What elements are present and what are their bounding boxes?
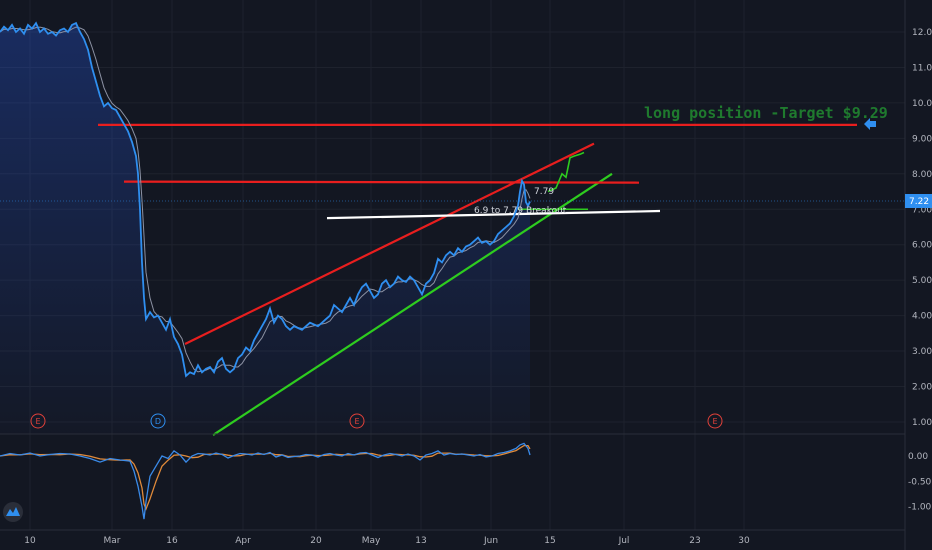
oscillator-tick: -0.50 bbox=[908, 477, 932, 487]
moving-average-line bbox=[0, 26, 531, 373]
level-label: 7.79 bbox=[534, 187, 554, 197]
price-line bbox=[0, 21, 531, 378]
lower-channel-green[interactable] bbox=[212, 172, 613, 436]
time-tick: Jul bbox=[618, 536, 630, 546]
oscillator-tick: 0.00 bbox=[908, 452, 928, 462]
oscillator-tick: -1.00 bbox=[908, 503, 932, 513]
oscillator-slow-line bbox=[0, 444, 531, 511]
oscillator-fast-line bbox=[0, 442, 531, 520]
price-series bbox=[0, 21, 531, 378]
earnings-marker-label: D bbox=[155, 417, 161, 426]
earnings-marker-icon[interactable] bbox=[349, 413, 365, 429]
time-tick: Jun bbox=[483, 536, 498, 546]
earnings-marker-label: E bbox=[712, 417, 717, 426]
price-tick: 8.00 bbox=[912, 170, 932, 180]
price-tick: 6.00 bbox=[912, 241, 932, 251]
price-tick: 5.00 bbox=[912, 276, 932, 286]
time-tick: 20 bbox=[310, 536, 322, 546]
current-price-badge bbox=[905, 194, 932, 208]
price-tick: 2.00 bbox=[912, 383, 932, 393]
support-white[interactable] bbox=[326, 209, 661, 220]
target-label: long position -Target $9.29 bbox=[644, 104, 888, 122]
projection-path bbox=[547, 151, 585, 193]
price-tick: 3.00 bbox=[912, 347, 932, 357]
time-tick: 10 bbox=[24, 536, 36, 546]
range-label: 6.9 to 7.79 Breakout bbox=[474, 206, 567, 216]
price-tick: 4.00 bbox=[912, 312, 932, 322]
time-tick: 30 bbox=[738, 536, 750, 546]
resistance-red[interactable] bbox=[123, 180, 640, 184]
trendlines bbox=[98, 123, 857, 436]
time-tick: Apr bbox=[235, 536, 251, 546]
price-axis[interactable]: 12.00 11.00 10.00 9.00 8.00 7.00 6.00 5.00 4.00 3… bbox=[912, 28, 932, 428]
earnings-marker-icon[interactable] bbox=[150, 413, 166, 429]
time-tick: 13 bbox=[415, 536, 426, 546]
time-tick: Mar bbox=[104, 536, 121, 546]
upper-channel-red[interactable] bbox=[184, 142, 595, 345]
earnings-marker-label: E bbox=[35, 417, 40, 426]
price-area bbox=[0, 23, 530, 434]
oscillator-series bbox=[0, 442, 531, 520]
time-axis[interactable]: 10 Mar 16 Apr 20 May 13 Jun 15 Jul 23 30 bbox=[24, 536, 750, 546]
time-tick: May bbox=[362, 536, 381, 546]
oscillator-axis[interactable]: 0.00 -0.50 -1.00 bbox=[908, 452, 932, 513]
price-tick: 9.00 bbox=[912, 134, 932, 144]
time-tick: 15 bbox=[544, 536, 555, 546]
arrow-left-icon[interactable] bbox=[864, 118, 876, 130]
price-tick: 11.00 bbox=[912, 63, 932, 73]
price-tick: 10.00 bbox=[912, 99, 932, 109]
time-tick: 16 bbox=[166, 536, 178, 546]
earnings-marker-icon[interactable] bbox=[707, 413, 723, 429]
tradingview-logo-icon[interactable] bbox=[3, 502, 23, 522]
price-area-fill bbox=[0, 23, 530, 434]
price-tick: 12.00 bbox=[912, 28, 932, 38]
price-tick: 7.00 bbox=[912, 205, 932, 215]
current-price-value: 7.22 bbox=[909, 197, 929, 207]
price-tick: 1.00 bbox=[912, 418, 932, 428]
earnings-marker-icon[interactable] bbox=[30, 413, 46, 429]
annotations: long position -Target $9.29 7.79 6.9 to … bbox=[474, 104, 888, 216]
earnings-marker-label: E bbox=[354, 417, 359, 426]
current-price-tag: 7.22 bbox=[0, 194, 932, 208]
time-tick: 23 bbox=[689, 536, 700, 546]
projection-line bbox=[547, 151, 585, 193]
